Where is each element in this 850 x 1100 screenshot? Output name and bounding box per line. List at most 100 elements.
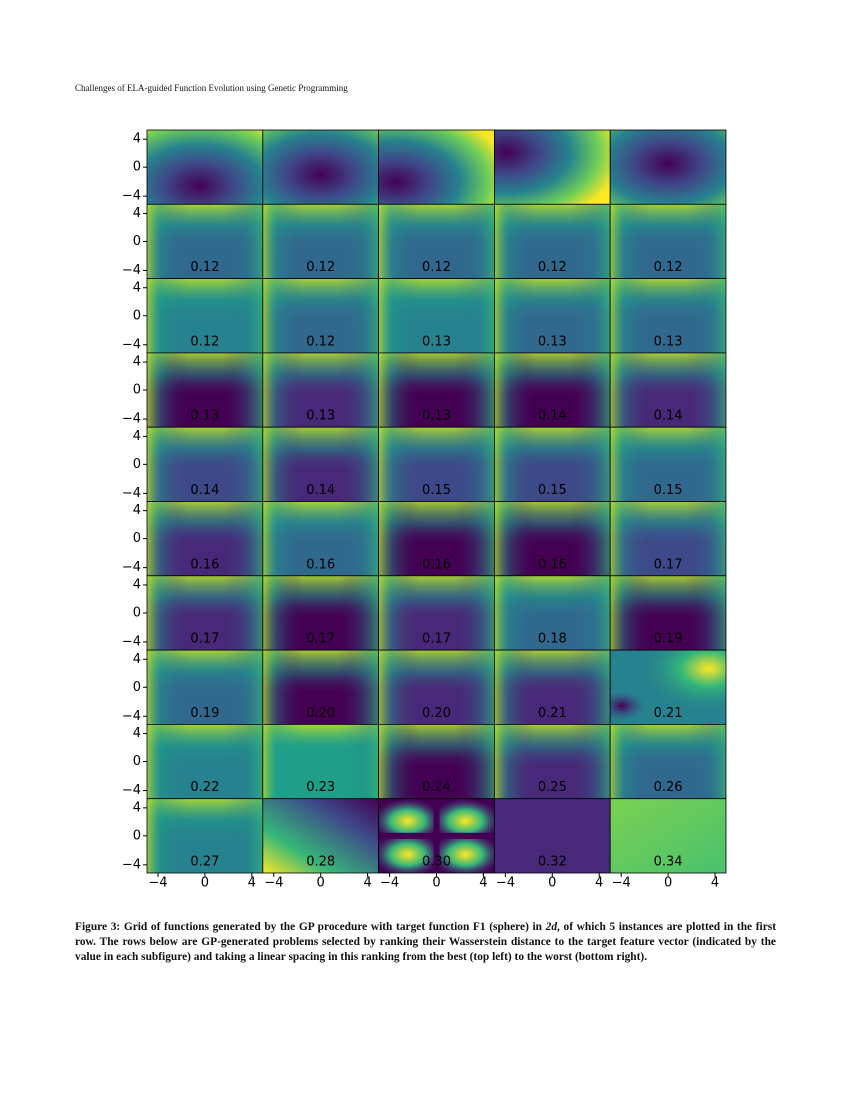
subplot [262,352,379,428]
distance-label: 0.21 [538,706,567,721]
distance-label: 0.12 [306,260,335,275]
distance-label: 0.28 [306,855,335,870]
subplot [262,130,379,205]
x-tick-label: 4 [248,876,256,891]
x-tick-label: −4 [612,876,631,891]
y-tick-label: 4 [133,132,141,147]
heatmap-blob [610,650,726,725]
subplot [378,130,495,205]
y-tick-label: −4 [122,412,141,427]
subplot [610,204,726,279]
heatmap-edge [610,575,726,651]
y-tick-label: 0 [133,531,141,546]
distance-label: 0.27 [190,855,219,870]
distance-label: 0.17 [306,632,335,647]
distance-label: 0.34 [654,855,683,870]
distance-label: 0.14 [306,483,335,498]
subplot [262,278,379,353]
heatmap-edge [262,427,379,502]
subplot [262,724,379,799]
heatmap-edge [147,575,263,651]
heatmap-edge [494,278,611,353]
subplot [378,501,495,576]
subplot [494,204,611,279]
y-tick-label: 0 [133,383,141,398]
y-tick-label: 4 [133,355,141,370]
subplot [494,501,611,576]
distance-label: 0.15 [654,483,683,498]
distance-label: 0.12 [654,260,683,275]
subplot [147,798,263,873]
x-tick-label: −4 [148,876,167,891]
y-tick-label: 4 [133,577,141,592]
heatmap-edge [494,724,611,799]
distance-label: 0.17 [422,632,451,647]
distance-label: 0.12 [190,260,219,275]
distance-label: 0.15 [422,483,451,498]
subplot [147,501,263,576]
subplot [262,427,379,502]
heatmap-edge [262,501,379,576]
heatmap [494,130,611,205]
subplot [147,650,263,725]
caption-math: 2d [545,921,558,933]
heatmap [378,130,495,205]
y-tick-label: −4 [122,783,141,798]
heatmap-edge [610,724,726,799]
y-tick-label: 0 [133,457,141,472]
distance-label: 0.14 [654,409,683,424]
y-tick-label: −4 [122,634,141,649]
heatmap-edge [262,352,379,428]
y-tick-label: 0 [133,828,141,843]
figure: 4 0 −4 0.12 0.12 0.12 0.12 0.12 4 0 −4 0.12 0.12 0.13… [122,129,727,891]
subplot [147,575,263,651]
distance-label: 0.13 [422,334,451,349]
distance-label: 0.16 [538,557,567,572]
subplot [610,352,726,428]
heatmap-edge [147,724,263,799]
heatmap-edge [378,650,495,725]
y-tick-label: −4 [122,560,141,575]
distance-label: 0.12 [306,334,335,349]
y-tick-label: −4 [122,337,141,352]
heatmap-edge [378,575,495,651]
heatmap-edge [494,650,611,725]
heatmap-edge [147,204,263,279]
distance-label: 0.12 [422,260,451,275]
y-tick-label: 0 [133,234,141,249]
y-tick-label: 0 [133,680,141,695]
heatmap-edge [378,427,495,502]
x-tick-label: 4 [595,876,603,891]
y-tick-label: 4 [133,652,141,667]
subplot [262,204,379,279]
subplot [610,575,726,651]
distance-label: 0.16 [422,557,451,572]
subplot [378,204,495,279]
heatmap-edge [378,204,495,279]
subplot [610,798,726,873]
distance-label: 0.26 [654,780,683,795]
subplot [147,427,263,502]
distance-label: 0.14 [538,409,567,424]
x-tick-label: 0 [432,876,440,891]
x-tick-label: −4 [496,876,515,891]
subplot [147,204,263,279]
x-tick-label: 0 [201,876,209,891]
heatmap-edge [610,352,726,428]
caption: Figure 3: Grid of functions generated by… [75,920,776,965]
distance-label: 0.30 [422,855,451,870]
distance-label: 0.13 [190,409,219,424]
distance-label: 0.22 [190,780,219,795]
distance-label: 0.20 [422,706,451,721]
subplot [494,352,611,428]
distance-label: 0.13 [306,409,335,424]
subplot [147,724,263,799]
subplot [610,724,726,799]
distance-label: 0.17 [654,557,683,572]
heatmap-edge [610,278,726,353]
distance-label: 0.32 [538,855,567,870]
y-tick-label: −4 [122,189,141,204]
heatmap-edge [147,501,263,576]
heatmap-edge [378,724,495,799]
